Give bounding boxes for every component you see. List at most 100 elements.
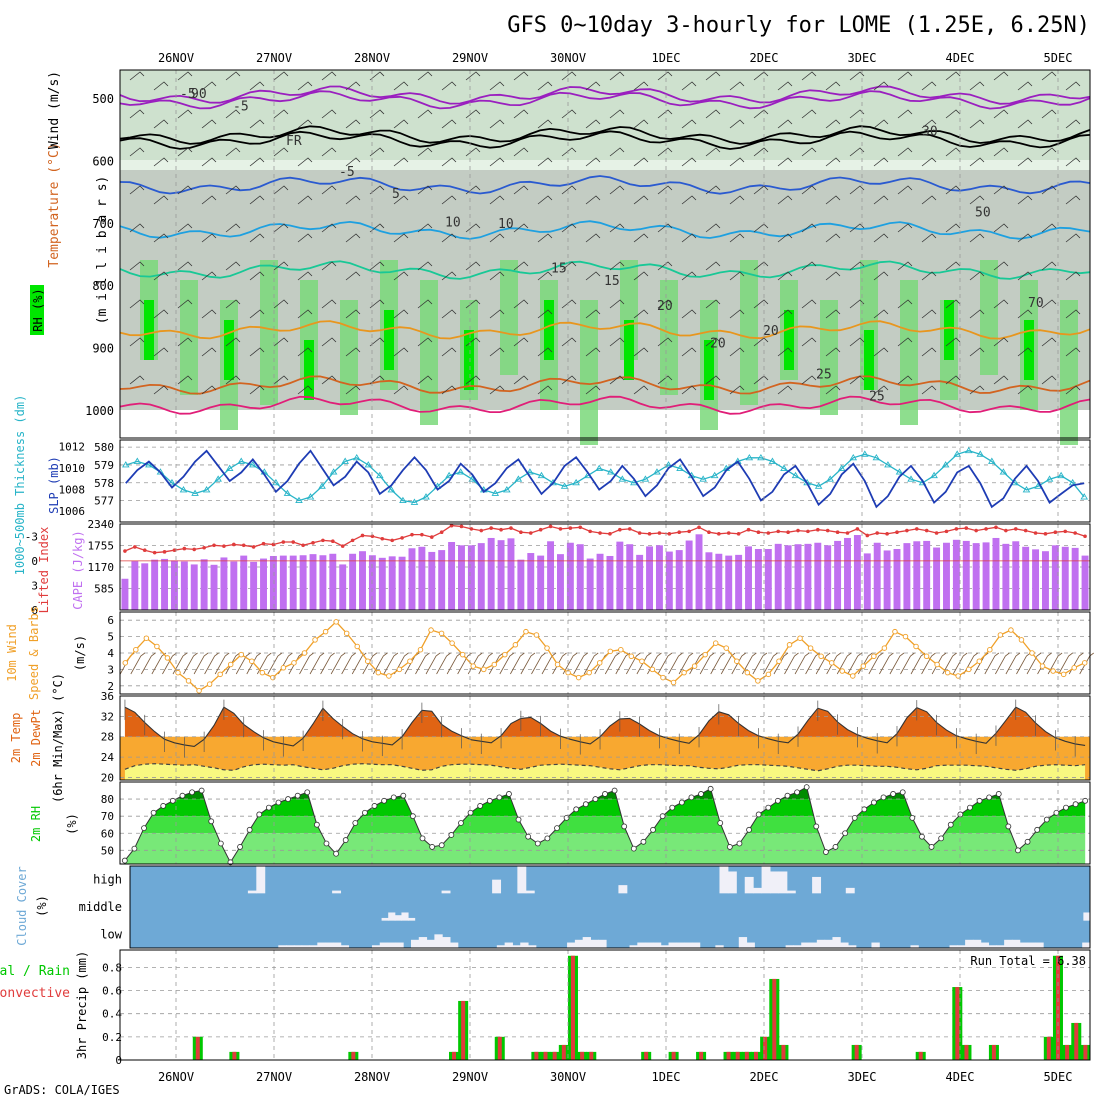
thickness-marker	[976, 450, 985, 457]
cloud-low-bar	[410, 939, 420, 948]
lifted-marker	[657, 531, 662, 535]
wind10-marker	[206, 681, 213, 687]
rh2m-marker	[208, 818, 215, 825]
wind-barb	[777, 347, 793, 357]
lifted-marker	[578, 525, 583, 530]
lifted-marker	[172, 548, 177, 553]
cape-bar	[279, 555, 287, 610]
wind10-line	[124, 620, 1085, 692]
wind-barb	[873, 195, 889, 205]
wind10-marker	[976, 658, 983, 664]
wind10-marker	[871, 653, 877, 660]
wind10-barb	[183, 652, 198, 675]
wind-barb	[681, 195, 697, 205]
thickness-marker	[526, 468, 534, 475]
thickness-marker	[884, 461, 892, 468]
date-label-bottom: 4DEC	[946, 1070, 975, 1084]
cloud-low-bar	[598, 939, 607, 948]
wind-barb	[441, 81, 457, 91]
wind10-marker	[934, 661, 940, 668]
wind10-marker	[322, 628, 329, 635]
wind-barb	[201, 81, 217, 91]
wind-barb	[873, 233, 889, 243]
wind-barb	[321, 261, 337, 271]
rh2m-marker	[381, 797, 388, 804]
wind-barb	[225, 299, 241, 309]
wind-barb	[369, 185, 385, 195]
cape-tick-label: 1755	[88, 540, 115, 553]
thickness-marker	[341, 457, 349, 464]
rh2m-marker	[746, 826, 752, 833]
rh2m-marker	[179, 792, 186, 799]
thickness-tick-label: 578	[94, 477, 114, 490]
wind-barb	[633, 347, 649, 357]
wind10-marker	[544, 645, 550, 651]
wind-barb	[369, 337, 385, 347]
lifted-marker	[528, 531, 533, 535]
lifted-marker	[1053, 530, 1058, 534]
wind-barb	[297, 271, 313, 281]
rh2m-marker	[774, 797, 781, 804]
wind-barb	[345, 157, 361, 167]
wind-barb	[609, 337, 625, 347]
cloud-low-bar	[809, 942, 818, 948]
wind-barb	[969, 309, 985, 319]
thickness-marker	[445, 471, 453, 479]
wind10-tick-label: 2	[107, 680, 114, 693]
date-label-top: 5DEC	[1044, 51, 1073, 65]
cloud-low-bar	[418, 937, 428, 948]
wind-barb	[969, 157, 985, 167]
wind10-marker	[312, 637, 318, 643]
thickness-marker	[606, 468, 615, 475]
wind-barb	[681, 309, 697, 319]
cape-bar	[705, 552, 713, 610]
rh2m-marker	[621, 823, 628, 830]
wind10-barb	[794, 652, 810, 675]
wind-barb	[561, 71, 577, 81]
wind-barb	[657, 261, 673, 271]
wind10-marker	[649, 666, 656, 673]
cape-bar	[497, 540, 505, 610]
cloud-low-bar	[278, 945, 287, 948]
wind-barb	[681, 119, 697, 129]
pressure-tick-label: 800	[92, 279, 114, 293]
wind-barb	[873, 157, 889, 167]
cape-axis-label: CAPE (J/kg)	[71, 530, 85, 609]
cloud-low-bar	[848, 945, 857, 948]
lifted-marker	[261, 541, 266, 546]
cloud-high-bar	[845, 887, 855, 894]
cloud-low-bar	[434, 934, 443, 948]
rh2m-marker	[323, 840, 330, 847]
contour-label: -5	[233, 100, 249, 115]
rh2m-marker	[1015, 847, 1021, 854]
thickness-marker	[930, 471, 938, 479]
rh2m-marker	[1024, 838, 1031, 845]
wind-barb	[657, 185, 673, 195]
cape-bar	[972, 543, 980, 610]
wind-barb	[945, 299, 961, 309]
wind10-barb	[415, 652, 430, 675]
wind-barb	[825, 233, 841, 243]
lifted-marker	[340, 544, 345, 548]
thickness-marker	[791, 471, 800, 479]
slp-tick-label: 1006	[59, 505, 86, 518]
lifted-marker	[439, 530, 444, 534]
wind-barb	[681, 233, 697, 243]
wind-barb	[537, 195, 553, 205]
wind10-barb	[868, 652, 884, 675]
precip-convective-bar	[589, 1051, 594, 1060]
cloud-background	[130, 866, 1090, 948]
rh2m-marker	[554, 825, 560, 832]
rh2m-marker	[419, 835, 426, 842]
wind-barb	[249, 233, 265, 243]
rh2m-marker	[506, 791, 512, 797]
wind-barb	[945, 337, 961, 347]
precip-convective-bar	[735, 1051, 740, 1060]
cloud-low-bar	[590, 939, 599, 948]
rh2m-marker	[313, 821, 320, 828]
wind-barb	[897, 147, 913, 157]
date-label-bottom: 3DEC	[848, 1070, 877, 1084]
contour-label: 20	[710, 337, 726, 352]
wind-barb	[249, 81, 265, 91]
wind10-marker	[734, 658, 740, 664]
